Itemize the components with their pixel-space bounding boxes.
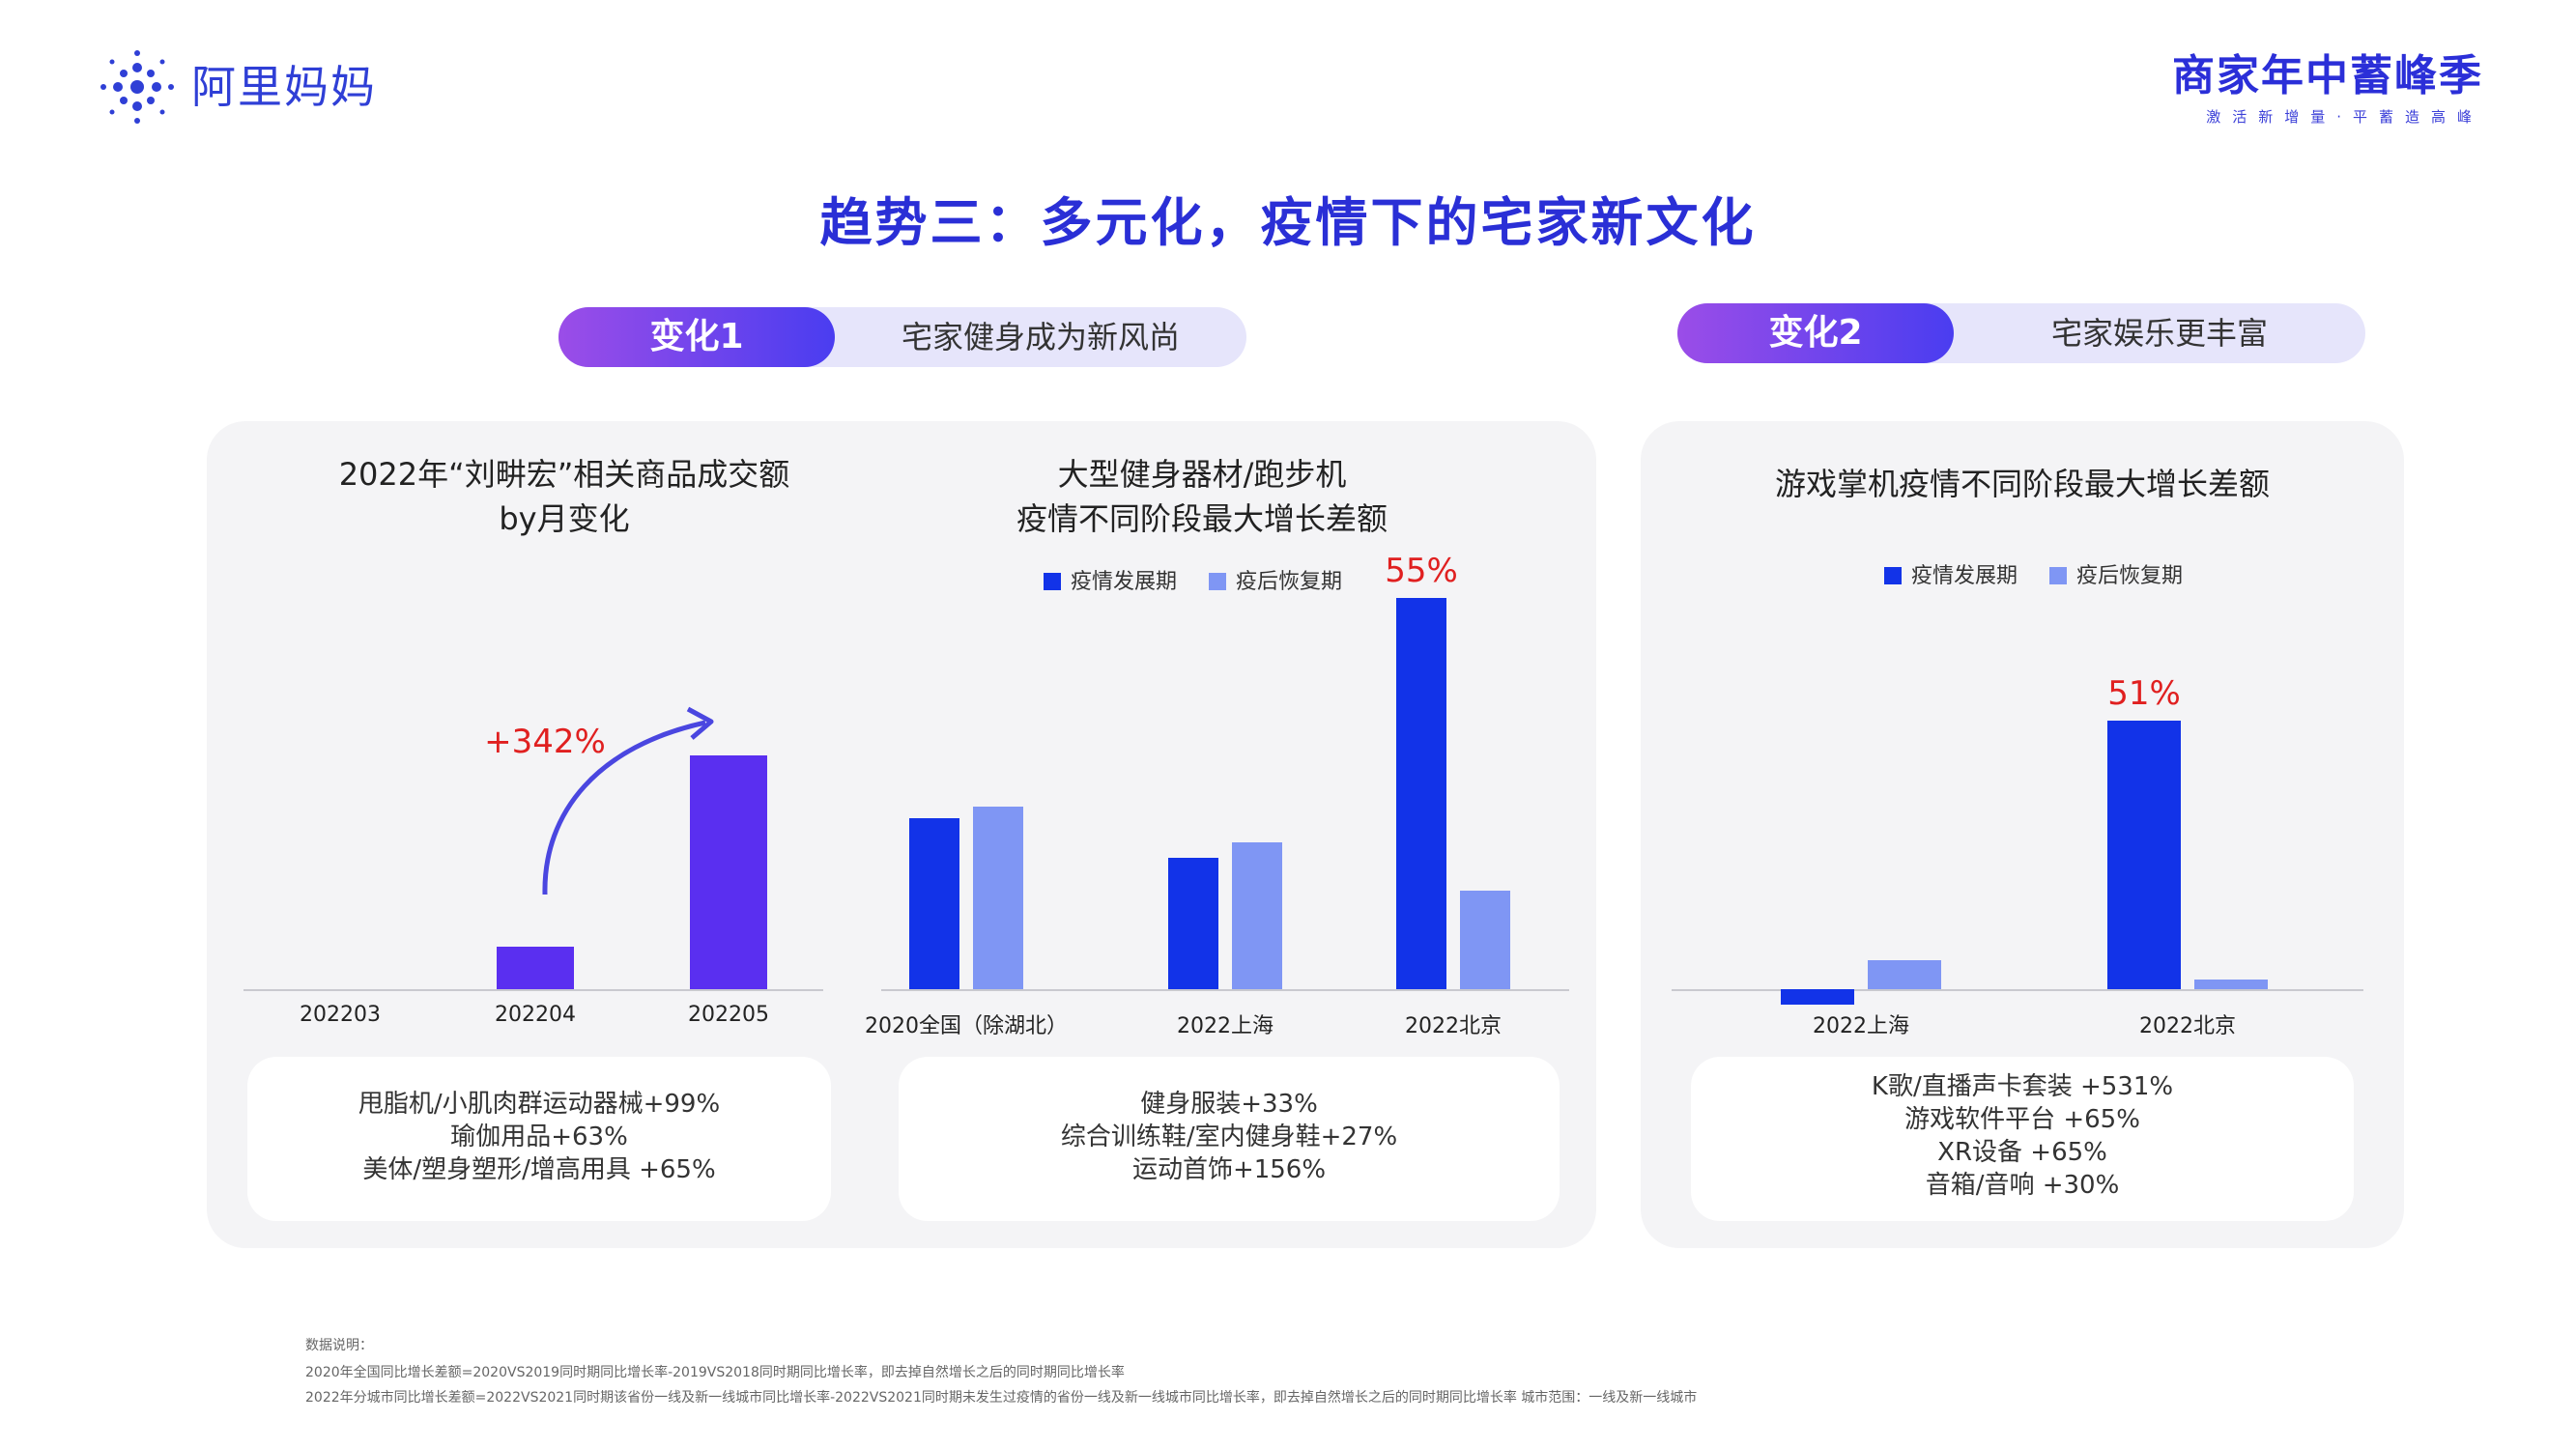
- bar: [2194, 980, 2268, 989]
- note-line: 游戏软件平台 +65%: [1904, 1105, 2140, 1134]
- category-label: 202204: [495, 1003, 576, 1027]
- bar: [1868, 960, 1941, 989]
- category-label: 2022北京: [1405, 1014, 1502, 1038]
- legend-item: 疫情发展期: [1044, 570, 1177, 594]
- data-label: 55%: [1385, 552, 1458, 590]
- footnote-line: 2020年全国同比增长差额=2020VS2019同时期同比增长率-2019VS2…: [305, 1365, 1125, 1380]
- note-line: K歌/直播声卡套装 +531%: [1871, 1072, 2174, 1101]
- legend-label: 疫情发展期: [1071, 570, 1178, 594]
- chart-1-title-line1: 2022年“刘畊宏”相关商品成交额: [338, 456, 790, 493]
- note-line: 美体/塑身塑形/增高用具 +65%: [362, 1155, 716, 1184]
- chart-3-title: 游戏掌机疫情不同阶段最大增长差额: [1679, 462, 2365, 506]
- note-line: 健身服装+33%: [1140, 1090, 1318, 1119]
- chart-2-notes: 健身服装+33% 综合训练鞋/室内健身鞋+27% 运动首饰+156%: [899, 1057, 1560, 1221]
- category-label: 202203: [300, 1003, 381, 1027]
- bar: [909, 818, 959, 989]
- logo-text: 阿里妈妈: [191, 61, 377, 113]
- note-line: 综合训练鞋/室内健身鞋+27%: [1060, 1122, 1398, 1151]
- chart-1-title-line2: by月变化: [499, 500, 630, 537]
- legend-item: 疫后恢复期: [1209, 570, 1342, 594]
- growth-label: +342%: [484, 723, 606, 761]
- change-2-label: 宅家娱乐更丰富: [2050, 315, 2268, 352]
- chart-3-notes: K歌/直播声卡套装 +531% 游戏软件平台 +65% XR设备 +65% 音箱…: [1691, 1057, 2354, 1221]
- campaign-title: 商家年中蓄峰季: [2172, 51, 2483, 100]
- legend-label: 疫情发展期: [1911, 564, 2018, 588]
- category-label: 2022上海: [1813, 1014, 1909, 1038]
- data-label: 51%: [2107, 674, 2181, 713]
- change-1-badge: 变化1: [558, 307, 835, 367]
- campaign-subtitle: 激活新增量·平蓄造高峰: [2206, 108, 2483, 126]
- category-label: 202205: [688, 1003, 769, 1027]
- note-line: 运动首饰+156%: [1131, 1155, 1327, 1184]
- bar: [690, 755, 767, 989]
- alimama-logo-icon: [100, 50, 174, 124]
- footnote-line: 2022年分城市同比增长差额=2022VS2021同时期该省份一线及新一线城市同…: [305, 1390, 1698, 1406]
- chart-2-title: 大型健身器材/跑步机 疫情不同阶段最大增长差额: [912, 452, 1492, 541]
- chart-3-title-line1: 游戏掌机疫情不同阶段最大增长差额: [1774, 466, 2270, 502]
- note-line: XR设备 +65%: [1937, 1138, 2107, 1167]
- legend-item: 疫情发展期: [1884, 564, 2018, 588]
- chart-1-title: 2022年“刘畊宏”相关商品成交额 by月变化: [245, 452, 883, 541]
- chart-2-baseline: [881, 989, 1569, 991]
- chart-2-legend: 疫情发展期 疫后恢复期: [1044, 564, 1367, 595]
- note-line: 瑜伽用品+63%: [450, 1122, 628, 1151]
- note-line: 音箱/音响 +30%: [1925, 1171, 2120, 1200]
- chart-2-title-line2: 疫情不同阶段最大增长差额: [1016, 500, 1388, 537]
- bar: [497, 947, 574, 989]
- change-2-pill: 变化2 宅家娱乐更丰富: [1677, 303, 2365, 363]
- legend-label: 疫后恢复期: [1236, 570, 1343, 594]
- bar: [2107, 721, 2181, 989]
- chart-1-notes: 甩脂机/小肌肉群运动器械+99% 瑜伽用品+63% 美体/塑身塑形/增高用具 +…: [247, 1057, 831, 1221]
- footnote-heading: 数据说明：: [305, 1338, 373, 1353]
- bar: [1232, 841, 1282, 989]
- bar: [1168, 857, 1218, 989]
- bar: [1781, 989, 1854, 1006]
- category-label: 2020全国（除湖北）: [865, 1014, 1068, 1038]
- note-line: 甩脂机/小肌肉群运动器械+99%: [358, 1090, 721, 1119]
- legend-item: 疫后恢复期: [2049, 564, 2183, 588]
- category-label: 2022上海: [1177, 1014, 1274, 1038]
- chart-2-title-line1: 大型健身器材/跑步机: [1057, 456, 1347, 493]
- page-title: 趋势三：多元化，疫情下的宅家新文化: [819, 192, 1757, 253]
- change-1-pill: 变化1 宅家健身成为新风尚: [558, 307, 1246, 367]
- chart-1-baseline: [243, 989, 823, 991]
- campaign-logo: 商家年中蓄峰季 激活新增量·平蓄造高峰: [2135, 41, 2483, 127]
- category-label: 2022北京: [2139, 1014, 2236, 1038]
- legend-label: 疫后恢复期: [2076, 564, 2184, 588]
- bar: [973, 806, 1023, 989]
- change-1-label: 宅家健身成为新风尚: [901, 319, 1180, 355]
- growth-arrow-icon: [542, 706, 714, 895]
- chart-3-baseline: [1672, 989, 2363, 991]
- bar: [1396, 598, 1446, 989]
- change-2-badge: 变化2: [1677, 303, 1954, 363]
- bar: [1460, 890, 1510, 989]
- chart-3-legend: 疫情发展期 疫后恢复期: [1884, 558, 2208, 589]
